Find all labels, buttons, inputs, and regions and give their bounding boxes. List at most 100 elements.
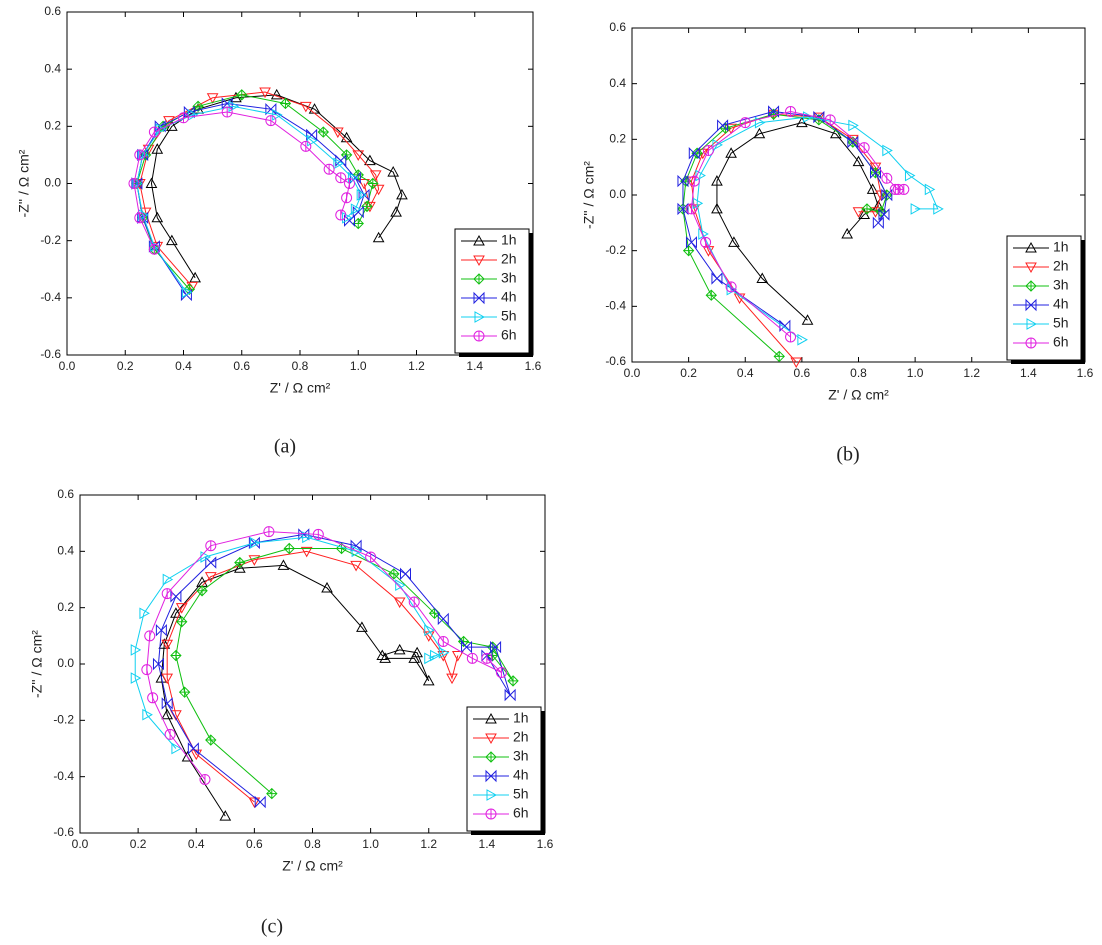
data-point [677,202,689,216]
data-point [128,178,140,189]
x-tick-label: 0.0 [72,837,89,851]
x-tick-label: 0.8 [850,366,867,380]
data-point [155,623,167,637]
x-tick-label: 1.6 [1077,366,1094,380]
data-point [725,147,737,158]
data-point [178,686,191,698]
y-tick-label: 0.2 [57,600,74,614]
y-tick-label: 0.6 [609,20,626,34]
data-point [189,271,201,283]
data-point [437,612,449,626]
legend-box [454,228,530,354]
series-line [696,116,939,341]
series-line [134,536,445,749]
data-point [785,106,797,117]
data-point [350,203,362,216]
data-point [277,559,290,570]
legend-label: 1h [513,710,529,726]
data-point [904,169,916,182]
data-point [221,106,233,118]
legend-label: 2h [1053,258,1069,274]
y-tick-label: 0.4 [57,544,74,558]
data-point [171,742,182,755]
data-point [323,163,335,175]
y-tick-label: 0.4 [44,61,61,75]
data-point [351,545,363,558]
y-tick-label: -0.4 [605,299,626,313]
data-point [852,207,865,218]
data-point [801,314,814,325]
legend-label: 2h [513,729,529,745]
data-point [141,664,153,676]
data-point [147,692,159,704]
data-point [145,177,158,188]
data-point [481,652,493,664]
data-point [249,537,261,549]
data-point [725,281,737,293]
data-point [393,643,406,655]
legend-label: 5h [513,786,529,802]
data-point [695,169,706,182]
data-point [176,616,188,628]
data-point [283,542,295,555]
data-point [335,172,347,184]
data-point [692,197,704,210]
y-tick-label: -0.6 [605,354,626,368]
series-line [166,550,459,803]
legend-label: 6h [513,805,529,821]
data-point [335,209,347,221]
data-point [367,177,379,190]
data-point [272,109,283,121]
y-tick-label: 0.6 [44,4,61,18]
y-tick-label: 0.0 [44,176,61,190]
data-point [170,649,182,662]
data-point [151,143,164,154]
data-point [858,142,870,154]
data-point [898,184,910,195]
data-point [869,166,881,179]
data-point [408,652,421,663]
data-point [358,188,370,202]
data-point [161,673,174,685]
data-point [204,572,217,583]
data-point [341,192,353,204]
data-point [677,174,689,188]
x-tick-label: 0.4 [737,366,754,380]
legend-marker [485,712,497,724]
data-point [446,673,458,685]
data-point [830,127,842,139]
data-point [841,227,854,239]
panel: 0.0 0.2 0.4 0.6 0.8 1.0 1.2 1.4 1.6 -0.6 -0.4 -0.2 0… [16,4,542,457]
data-point [166,234,178,246]
panel: 0.0 0.2 0.4 0.6 0.8 1.0 1.2 1.4 1.6 -0.6 -0.4 -0.2 0… [29,487,554,937]
data-point [130,672,142,684]
legend-label: 4h [513,767,529,783]
data-point [685,236,697,249]
data-point [685,203,697,215]
x-tick-label: 0.4 [175,359,192,373]
legend-label: 3h [501,270,517,286]
x-tick-label: 0.0 [624,366,641,380]
data-point [248,797,261,809]
data-point [408,596,420,608]
data-point [785,331,797,343]
x-tick-label: 1.4 [479,837,496,851]
legend-marker [485,769,497,783]
data-point [824,114,836,126]
data-point [300,140,312,152]
data-point [790,357,803,369]
series-line [136,102,365,296]
data-point [187,109,199,121]
legend-marker [473,330,485,342]
data-point [352,205,364,219]
data-point [161,708,174,720]
data-point [219,810,232,821]
data-point [317,126,330,138]
legend-marker [474,311,486,323]
data-point [349,171,361,184]
data-point [266,787,278,800]
data-point [803,111,814,123]
data-point [379,652,392,663]
x-tick-label: 1.4 [466,359,483,373]
x-tick-label: 0.6 [233,359,250,373]
